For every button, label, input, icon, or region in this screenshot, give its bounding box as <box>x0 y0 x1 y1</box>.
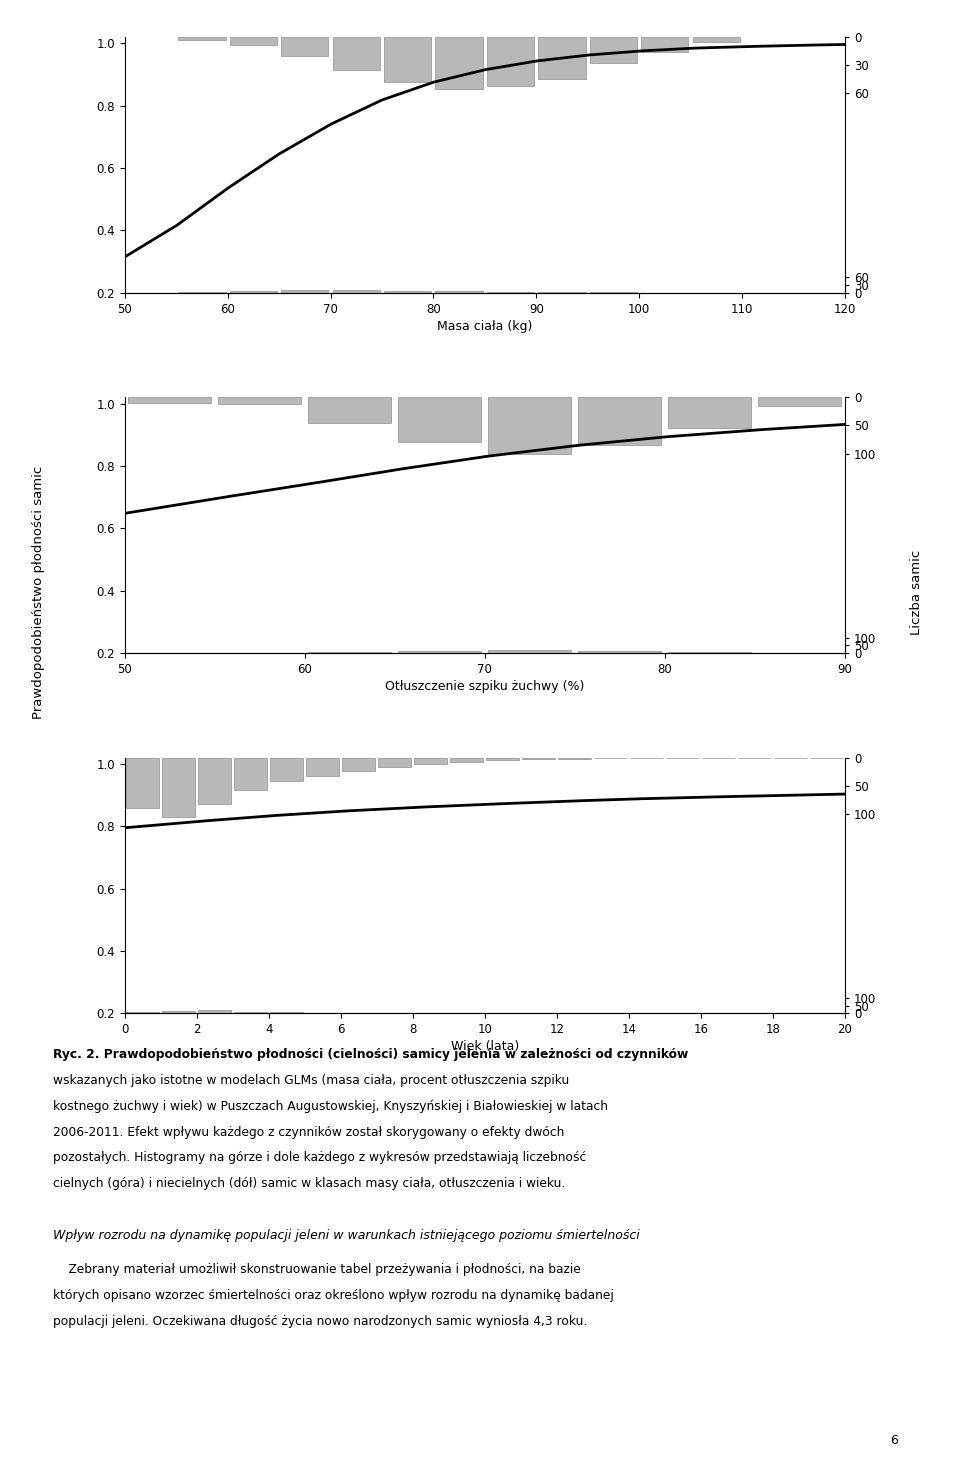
Bar <box>271 758 303 781</box>
Bar <box>281 290 328 293</box>
Bar <box>436 292 483 293</box>
Bar <box>229 37 277 44</box>
Bar <box>414 758 447 764</box>
Bar <box>641 37 688 52</box>
Text: 2006-2011. Efekt wpływu każdego z czynników został skorygowany o efekty dwóch: 2006-2011. Efekt wpływu każdego z czynni… <box>53 1125 564 1138</box>
Bar <box>342 758 375 771</box>
Bar <box>758 397 841 406</box>
Bar <box>218 397 301 404</box>
Bar <box>234 1011 267 1014</box>
Text: których opisano wzorzec śmiertelności oraz określono wpływ rozrodu na dynamikę b: których opisano wzorzec śmiertelności or… <box>53 1289 613 1302</box>
Bar <box>234 758 267 790</box>
Bar <box>332 290 380 293</box>
Bar <box>129 397 211 403</box>
Bar <box>489 650 571 653</box>
Bar <box>384 37 431 81</box>
Bar <box>199 758 231 804</box>
Bar <box>436 37 483 89</box>
Bar <box>578 651 661 653</box>
Text: Zebrany materiał umożliwił skonstruowanie tabel przeżywania i płodności, na bazi: Zebrany materiał umożliwił skonstruowani… <box>53 1262 581 1276</box>
Bar <box>539 37 586 80</box>
Bar <box>486 758 519 761</box>
Bar <box>229 292 277 293</box>
Text: wskazanych jako istotne w modelach GLMs (masa ciała, procent otłuszczenia szpiku: wskazanych jako istotne w modelach GLMs … <box>53 1074 569 1086</box>
Bar <box>692 37 740 41</box>
Bar <box>589 37 637 64</box>
Text: kostnego żuchwy i wiek) w Puszczach Augustowskiej, Knyszyńskiej i Białowieskiej: kostnego żuchwy i wiek) w Puszczach Augu… <box>53 1100 608 1113</box>
X-axis label: Wiek (lata): Wiek (lata) <box>450 1040 519 1054</box>
Text: Wpływ rozrodu na dynamikę populacji jeleni w warunkach istniejącego poziomu śmie: Wpływ rozrodu na dynamikę populacji jele… <box>53 1228 639 1242</box>
Bar <box>384 290 431 293</box>
Bar <box>179 37 226 40</box>
Text: Prawdopodobieństwo płodności samic: Prawdopodobieństwo płodności samic <box>32 465 45 719</box>
Bar <box>668 397 752 428</box>
Bar <box>127 1012 159 1014</box>
Text: Liczba samic: Liczba samic <box>910 549 924 635</box>
Bar <box>281 37 328 56</box>
Bar <box>162 1011 196 1014</box>
Text: populacji jeleni. Oczekiwana długość życia nowo narodzonych samic wyniosła 4,3 r: populacji jeleni. Oczekiwana długość życ… <box>53 1314 588 1328</box>
Text: cielnych (góra) i niecielnych (dół) samic w klasach masy ciała, otłuszczenia i w: cielnych (góra) i niecielnych (dół) sami… <box>53 1178 565 1190</box>
Bar <box>398 397 481 443</box>
Bar <box>578 397 661 445</box>
Bar <box>162 758 196 817</box>
Bar <box>332 37 380 70</box>
Text: Ryc. 2. Prawdopodobieństwo płodności (cielności) samicy jelenia w zależności od : Ryc. 2. Prawdopodobieństwo płodności (ci… <box>53 1048 688 1061</box>
Text: 6: 6 <box>890 1434 898 1447</box>
Bar <box>306 758 340 776</box>
Bar <box>398 651 481 653</box>
Bar <box>522 758 555 759</box>
X-axis label: Masa ciała (kg): Masa ciała (kg) <box>437 320 533 333</box>
Bar <box>199 1009 231 1014</box>
Bar <box>489 397 571 453</box>
Bar <box>127 758 159 808</box>
Bar <box>378 758 411 767</box>
Bar <box>308 397 392 423</box>
Bar <box>487 37 534 86</box>
Bar <box>450 758 483 762</box>
Text: pozostałych. Histogramy na górze i dole każdego z wykresów przedstawiają liczebn: pozostałych. Histogramy na górze i dole … <box>53 1151 586 1165</box>
X-axis label: Otłuszczenie szpiku żuchwy (%): Otłuszczenie szpiku żuchwy (%) <box>385 679 585 693</box>
